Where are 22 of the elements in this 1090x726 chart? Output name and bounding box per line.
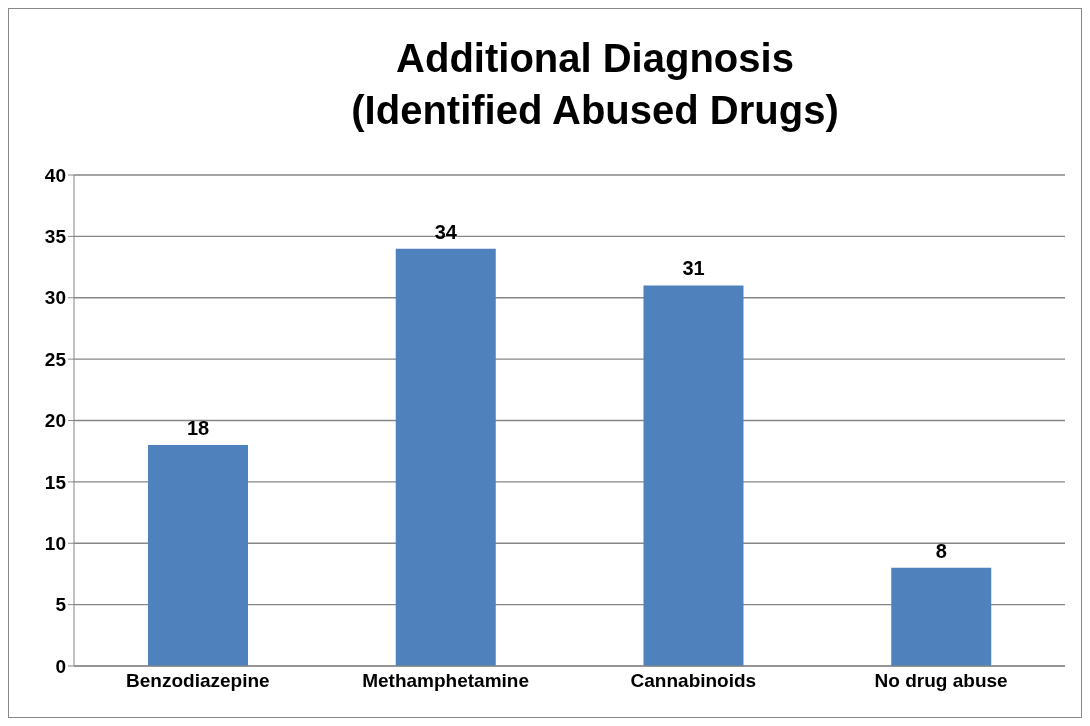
bar: [395, 248, 496, 666]
bar: [891, 567, 992, 666]
y-tick-label: 20: [44, 410, 66, 432]
y-tick-label: 15: [44, 471, 67, 493]
bar: [643, 285, 744, 666]
data-label: 8: [935, 539, 947, 562]
chart-title: Additional Diagnosis (Identified Abused Drugs): [351, 35, 839, 134]
data-label: 18: [186, 417, 210, 440]
data-label: 34: [434, 220, 458, 243]
x-tick-label: Methamphetamine: [362, 670, 530, 692]
y-tick-label: 5: [55, 594, 67, 616]
x-tick-label: Cannabinoids: [630, 670, 757, 692]
x-tick-label: Benzodiazepine: [126, 670, 270, 692]
x-tick-label: No drug abuse: [874, 670, 1008, 692]
y-tick-label: 25: [44, 348, 67, 370]
data-label: 31: [682, 257, 705, 280]
y-tick-label: 0: [55, 655, 66, 677]
bar: [148, 445, 248, 666]
y-tick-label: 40: [44, 164, 66, 186]
y-tick-label: 30: [44, 287, 66, 309]
y-tick-label: 10: [44, 532, 66, 554]
y-tick-label: 35: [44, 226, 67, 248]
